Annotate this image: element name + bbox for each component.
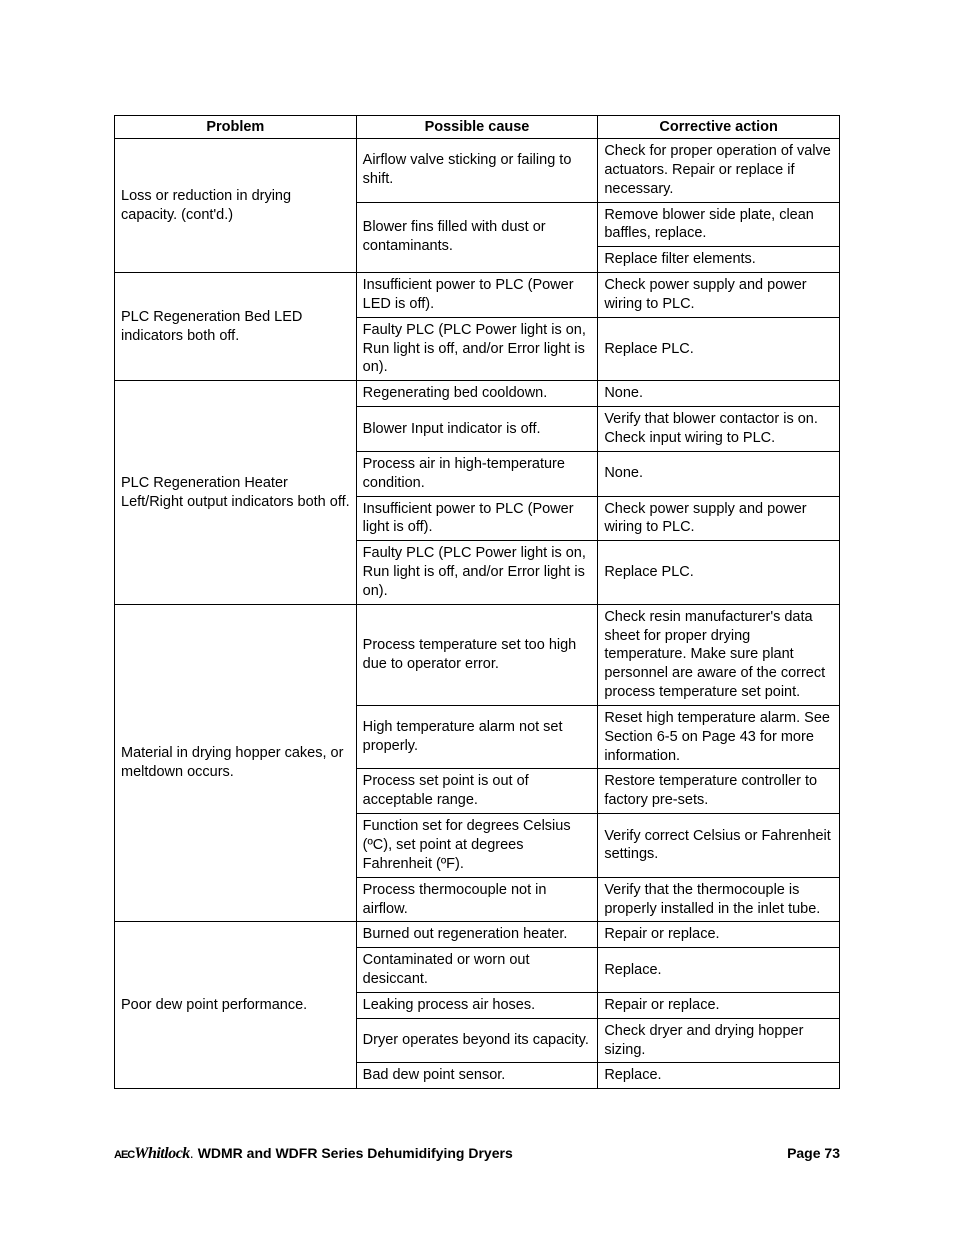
cell-cause: Function set for degrees Celsius (ºC), s… (356, 814, 598, 878)
cell-cause: Insufficient power to PLC (Power light i… (356, 496, 598, 541)
troubleshooting-table: Problem Possible cause Corrective action… (114, 115, 840, 1089)
cell-problem: PLC Regeneration Bed LED indicators both… (115, 273, 357, 381)
cell-action: Reset high temperature alarm. See Sectio… (598, 705, 840, 769)
table-row: Material in drying hopper cakes, or melt… (115, 604, 840, 705)
cell-problem: Loss or reduction in drying capacity. (c… (115, 139, 357, 273)
cell-cause: Process set point is out of acceptable r… (356, 769, 598, 814)
cell-action: None. (598, 381, 840, 407)
cell-action: Verify that the thermocouple is properly… (598, 877, 840, 922)
cell-action: Replace filter elements. (598, 247, 840, 273)
cell-cause: Blower fins filled with dust or contamin… (356, 202, 598, 273)
cell-cause: Blower Input indicator is off. (356, 407, 598, 452)
table-row: PLC Regeneration Heater Left/Right outpu… (115, 381, 840, 407)
footer-page-number: Page 73 (787, 1145, 840, 1161)
cell-problem: Poor dew point performance. (115, 922, 357, 1089)
brand-logo: AECWhitlock. (114, 1145, 194, 1163)
cell-cause: Faulty PLC (PLC Power light is on, Run l… (356, 541, 598, 605)
cell-action: Repair or replace. (598, 922, 840, 948)
cell-cause: Insufficient power to PLC (Power LED is … (356, 273, 598, 318)
cell-cause: Process thermocouple not in airflow. (356, 877, 598, 922)
footer-title: WDMR and WDFR Series Dehumidifying Dryer… (198, 1145, 513, 1161)
header-problem: Problem (115, 116, 357, 139)
cell-cause: Airflow valve sticking or failing to shi… (356, 139, 598, 203)
table-row: Poor dew point performance.Burned out re… (115, 922, 840, 948)
cell-action: None. (598, 451, 840, 496)
header-action: Corrective action (598, 116, 840, 139)
cell-action: Check resin manufacturer's data sheet fo… (598, 604, 840, 705)
table-row: Loss or reduction in drying capacity. (c… (115, 139, 840, 203)
cell-action: Check power supply and power wiring to P… (598, 273, 840, 318)
cell-action: Repair or replace. (598, 992, 840, 1018)
cell-cause: Dryer operates beyond its capacity. (356, 1018, 598, 1063)
cell-action: Replace PLC. (598, 541, 840, 605)
cell-action: Check for proper operation of valve actu… (598, 139, 840, 203)
cell-cause: Faulty PLC (PLC Power light is on, Run l… (356, 317, 598, 381)
page-footer: AECWhitlock. WDMR and WDFR Series Dehumi… (114, 1145, 840, 1163)
cell-action: Replace. (598, 1063, 840, 1089)
cell-action: Check dryer and drying hopper sizing. (598, 1018, 840, 1063)
cell-action: Remove blower side plate, clean baffles,… (598, 202, 840, 247)
cell-cause: Leaking process air hoses. (356, 992, 598, 1018)
cell-cause: High temperature alarm not set properly. (356, 705, 598, 769)
cell-problem: Material in drying hopper cakes, or melt… (115, 604, 357, 922)
cell-cause: Contaminated or worn out desiccant. (356, 948, 598, 993)
cell-action: Verify that blower contactor is on. Chec… (598, 407, 840, 452)
header-cause: Possible cause (356, 116, 598, 139)
cell-action: Replace PLC. (598, 317, 840, 381)
cell-action: Restore temperature controller to factor… (598, 769, 840, 814)
cell-cause: Regenerating bed cooldown. (356, 381, 598, 407)
cell-action: Verify correct Celsius or Fahrenheit set… (598, 814, 840, 878)
table-row: PLC Regeneration Bed LED indicators both… (115, 273, 840, 318)
cell-action: Check power supply and power wiring to P… (598, 496, 840, 541)
cell-cause: Burned out regeneration heater. (356, 922, 598, 948)
footer-left: AECWhitlock. WDMR and WDFR Series Dehumi… (114, 1145, 513, 1163)
cell-cause: Bad dew point sensor. (356, 1063, 598, 1089)
cell-cause: Process air in high-temperature conditio… (356, 451, 598, 496)
table-header-row: Problem Possible cause Corrective action (115, 116, 840, 139)
cell-cause: Process temperature set too high due to … (356, 604, 598, 705)
cell-action: Replace. (598, 948, 840, 993)
cell-problem: PLC Regeneration Heater Left/Right outpu… (115, 381, 357, 604)
